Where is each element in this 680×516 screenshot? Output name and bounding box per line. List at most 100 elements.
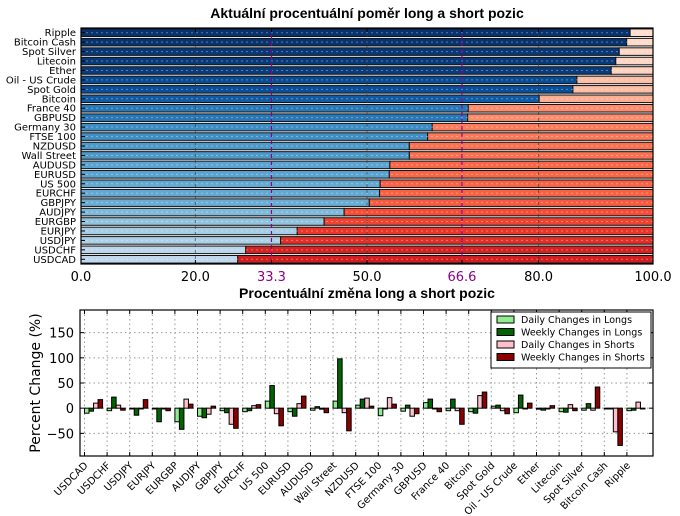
y-tick-label: 0 — [66, 402, 74, 417]
change-bar — [382, 407, 388, 410]
change-bar — [549, 405, 556, 409]
long-bar — [80, 141, 410, 151]
change-bar — [314, 406, 321, 409]
y-tick-label: 150 — [49, 327, 74, 342]
long-bar — [80, 226, 298, 236]
change-bar — [558, 407, 565, 413]
y-tick-label: −50 — [47, 427, 74, 442]
change-bar — [454, 407, 461, 412]
category-label: Wall Street — [22, 151, 77, 162]
legend: Daily Changes in Longs Weekly Changes in … — [490, 311, 652, 369]
change-bar — [477, 395, 483, 409]
long-bar — [80, 103, 469, 113]
change-bar — [332, 400, 339, 409]
change-bar — [617, 407, 623, 446]
change-bar — [93, 402, 99, 409]
top-chart-title: Aktuální procentuální poměr long a short… — [210, 5, 524, 21]
change-bar — [504, 407, 510, 415]
category-label: Spot Silver — [22, 47, 77, 58]
top-plot-frame — [80, 27, 654, 265]
change-bar — [413, 407, 420, 415]
change-bar — [468, 407, 474, 413]
change-bar — [635, 401, 641, 409]
category-label: US 500 — [40, 179, 76, 190]
change-bar — [156, 407, 162, 423]
bottom-chart-title: Procentuální změna long a short pozic — [239, 285, 495, 301]
change-bar — [287, 407, 293, 413]
change-bar — [639, 407, 646, 410]
change-bar — [481, 391, 488, 409]
short-bar — [237, 255, 654, 264]
change-bar — [165, 407, 171, 412]
short-bar — [296, 226, 654, 236]
change-bar — [251, 405, 257, 409]
short-bar — [323, 217, 654, 226]
x-tick-label: 80.0 — [524, 270, 553, 285]
change-bar — [319, 407, 325, 410]
change-bar — [273, 407, 280, 415]
change-bar — [513, 407, 519, 414]
change-bar — [264, 400, 271, 409]
change-bar — [459, 407, 465, 425]
category-label: France 40 — [27, 104, 76, 115]
x-tick-label: 33.3 — [257, 270, 286, 285]
category-label: Bitcoin — [42, 94, 76, 105]
change-bar — [423, 402, 429, 409]
long-bar — [80, 113, 469, 122]
change-bar — [445, 407, 452, 412]
change-bar — [490, 405, 497, 409]
change-bar — [572, 407, 578, 412]
change-bar — [151, 407, 158, 410]
change-bar — [278, 407, 284, 427]
change-bar — [291, 407, 298, 417]
short-bar — [626, 37, 654, 47]
category-label: NZDUSD — [33, 142, 77, 153]
change-bar — [364, 397, 370, 409]
change-bar — [526, 402, 533, 409]
change-bar — [310, 407, 316, 411]
change-bar — [495, 404, 501, 409]
category-label: EURCHF — [36, 189, 77, 200]
change-bar — [499, 407, 506, 412]
change-bar — [630, 407, 637, 411]
change-bar — [120, 407, 126, 411]
legend-swatch — [496, 340, 515, 349]
long-bar — [80, 188, 381, 198]
category-label: Ripple — [603, 460, 633, 490]
change-bar — [377, 407, 384, 417]
change-bar — [386, 397, 393, 409]
category-label: EURJPY — [41, 226, 77, 237]
legend-label: Daily Changes in Shorts — [521, 340, 635, 351]
change-bar — [219, 407, 226, 412]
change-bar — [206, 407, 212, 415]
change-bar — [355, 404, 361, 409]
change-bar — [603, 407, 610, 410]
change-bar — [608, 407, 614, 410]
change-bar — [174, 407, 180, 423]
change-bar — [129, 407, 135, 410]
change-bar — [210, 405, 217, 409]
change-bar — [160, 407, 167, 410]
legend-label: Weekly Changes in Shorts — [521, 353, 645, 364]
change-bar — [522, 407, 528, 410]
percent-change-chart: −50050100150USDCADUSDCHFUSDJPYEURJPYEURG… — [47, 309, 654, 516]
long-bar — [80, 255, 239, 264]
change-bar — [346, 407, 352, 432]
change-bar — [228, 407, 235, 425]
change-bar — [472, 407, 479, 414]
category-label: GBPJPY — [40, 198, 76, 209]
change-bar — [296, 403, 302, 409]
legend-swatch — [496, 353, 515, 361]
x-tick-label: 50.0 — [353, 270, 382, 285]
change-bar — [337, 358, 343, 409]
change-bar — [359, 398, 366, 409]
short-bar — [467, 113, 654, 122]
category-label: USDCAD — [33, 255, 76, 266]
change-bar — [88, 407, 95, 412]
change-bar — [106, 407, 113, 412]
category-label: EURGBP — [35, 217, 76, 228]
change-bar — [197, 407, 203, 417]
bottom-chart-ylabel: Percent Change (%) — [28, 313, 44, 452]
